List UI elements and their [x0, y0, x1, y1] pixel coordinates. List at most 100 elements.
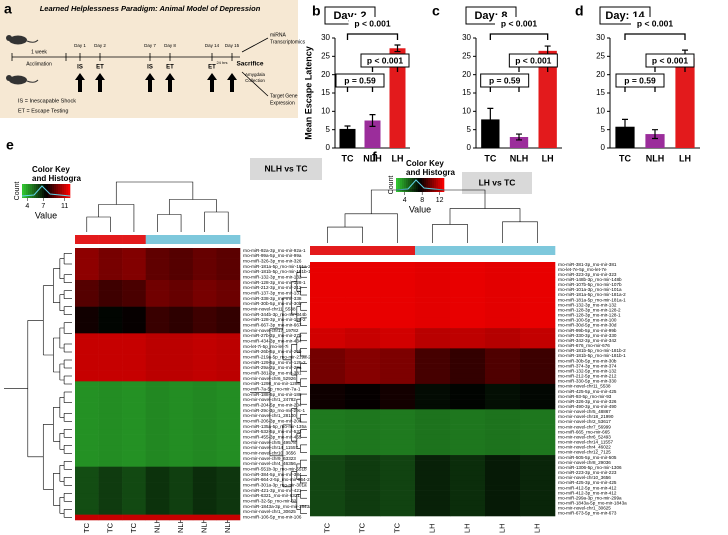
- heatmap-cell: [169, 264, 194, 270]
- heatmap-cell: [98, 429, 123, 435]
- heatmap-cell: [520, 505, 556, 512]
- heatmap-cell: [310, 404, 346, 410]
- row-label: rno-let-7e-5p_rno-let-7e: [558, 267, 607, 272]
- heatmap-cell: [310, 312, 346, 319]
- annotation: p = 0.59: [624, 75, 656, 85]
- dendrogram: [250, 328, 271, 456]
- heatmap-cell: [310, 465, 346, 471]
- heatmap-cell: [192, 312, 217, 318]
- heatmap-cell: [75, 493, 99, 499]
- dendrogram: [296, 317, 301, 326]
- heatmap-cell: [380, 510, 416, 517]
- annotation: p < 0.001: [515, 55, 551, 65]
- heatmap-cell: [415, 322, 451, 329]
- heatmap-cell: [485, 434, 521, 441]
- heatmap-cell: [122, 306, 147, 313]
- heatmap-cell: [450, 338, 486, 344]
- row-label: rno-mir-novel-chr10_3656: [243, 451, 296, 456]
- diagram-label: Day 8: [164, 43, 176, 48]
- heatmap-cell: [345, 495, 381, 502]
- heatmap-cell: [380, 434, 416, 441]
- row-label: rno-miR-106-5p_rno-mir-106: [243, 515, 302, 520]
- row-label: rno-miR-1843a-3p_rno-mir-1843a: [243, 504, 312, 509]
- row-label: rno-miR-412-3p_rno-mir-412: [558, 490, 617, 495]
- heatmap-cell: [192, 354, 217, 361]
- row-label: rno-miR-181a-5p_rno-mir-181a-2: [558, 292, 626, 297]
- heatmap-cell: [98, 488, 123, 494]
- heatmap-cell: [169, 418, 194, 425]
- heatmap-cell: [122, 253, 147, 259]
- heatmap-cell: [145, 322, 170, 329]
- heatmap-cell: [485, 267, 521, 273]
- heatmap-cell: [192, 253, 217, 259]
- diagram-label: Day 1: [74, 43, 86, 48]
- comparison-label: NLH vs TC: [265, 163, 308, 173]
- dendrogram: [53, 497, 61, 514]
- heatmap-cell: [192, 456, 217, 462]
- row-label: rno-miR-30b-5p_rno-mir-30b: [243, 301, 302, 306]
- heatmap-cell: [169, 434, 194, 441]
- dendrogram: [282, 408, 292, 442]
- diagram-label: IS = Inescapable Shock: [18, 98, 76, 104]
- heatmap-cell: [450, 470, 486, 476]
- dendrogram: [296, 287, 301, 296]
- heatmap-cell: [145, 397, 170, 403]
- dendrogram: [59, 413, 65, 422]
- heatmap-cell: [98, 418, 123, 425]
- row-label: rno-miR-505-5p_rno-mir-505: [558, 455, 617, 460]
- dendrogram: [296, 394, 301, 405]
- heatmap-cell: [485, 368, 521, 375]
- key-swatch: [432, 178, 435, 192]
- heatmap-cell: [169, 461, 194, 467]
- dendrogram: [269, 424, 284, 487]
- row-label: rno-mir-novel-chr6_52926: [243, 376, 296, 381]
- heatmap-cell: [145, 253, 170, 259]
- heatmap-cell: [485, 429, 521, 436]
- key-swatch: [28, 184, 31, 198]
- heatmap-cell: [345, 348, 381, 354]
- heatmap-cell: [485, 500, 521, 507]
- heatmap-cell: [310, 267, 346, 273]
- heatmap-cell: [415, 490, 451, 496]
- heatmap-cell: [169, 392, 194, 398]
- heatmap-cell: [192, 413, 217, 419]
- heatmap-cell: [145, 482, 170, 489]
- dendrogram: [291, 433, 298, 449]
- heatmap-cell: [122, 461, 147, 467]
- row-label: rno-miR-344b-3p_rno-mir-344b: [243, 312, 307, 317]
- heatmap-cell: [216, 290, 241, 297]
- row-label: rno-miR-667-3p_rno-mir-667: [243, 323, 302, 328]
- heatmap-cell: [345, 424, 381, 430]
- heatmap-cell: [380, 363, 416, 369]
- heatmap-cell: [450, 277, 486, 283]
- heatmap-cell: [520, 490, 556, 496]
- row-label: rno-miR-425-3p_rno-mir-425: [558, 480, 617, 485]
- dendrogram: [59, 322, 65, 334]
- row-label: rno-miR-1306-5p_rno-mir-1306: [558, 465, 622, 470]
- y-tick-label: 5: [467, 125, 472, 134]
- heatmap-cell: [380, 399, 416, 405]
- row-label: rno-miR-128-3p_rno-mir-128-1: [243, 280, 306, 285]
- heatmap-cell: [98, 264, 123, 270]
- heatmap-cell: [169, 312, 194, 318]
- dendrogram: [59, 477, 65, 486]
- key-swatch: [38, 184, 41, 198]
- heatmap-cell: [122, 338, 147, 345]
- heatmap-cell: [98, 392, 123, 398]
- heatmap-cell: [192, 418, 217, 425]
- heatmap-cell: [98, 466, 123, 473]
- heatmap-cell: [98, 450, 123, 457]
- heatmap-cell: [485, 439, 521, 446]
- heatmap-cell: [192, 269, 217, 275]
- bar: [645, 134, 665, 148]
- heatmap-cell: [310, 333, 346, 339]
- heatmap-cell: [415, 348, 451, 354]
- heatmap-cell: [450, 368, 486, 375]
- heatmap-cell: [145, 264, 170, 270]
- heatmap-cell: [169, 482, 194, 489]
- heatmap-cell: [98, 333, 123, 339]
- row-label: rno-mir-novel-chr14_11557: [558, 440, 614, 445]
- heatmap-cell: [169, 466, 194, 473]
- row-label: rno-miR-99b-5p_rno-mir-99b: [558, 328, 617, 333]
- heatmap-cell: [169, 274, 194, 281]
